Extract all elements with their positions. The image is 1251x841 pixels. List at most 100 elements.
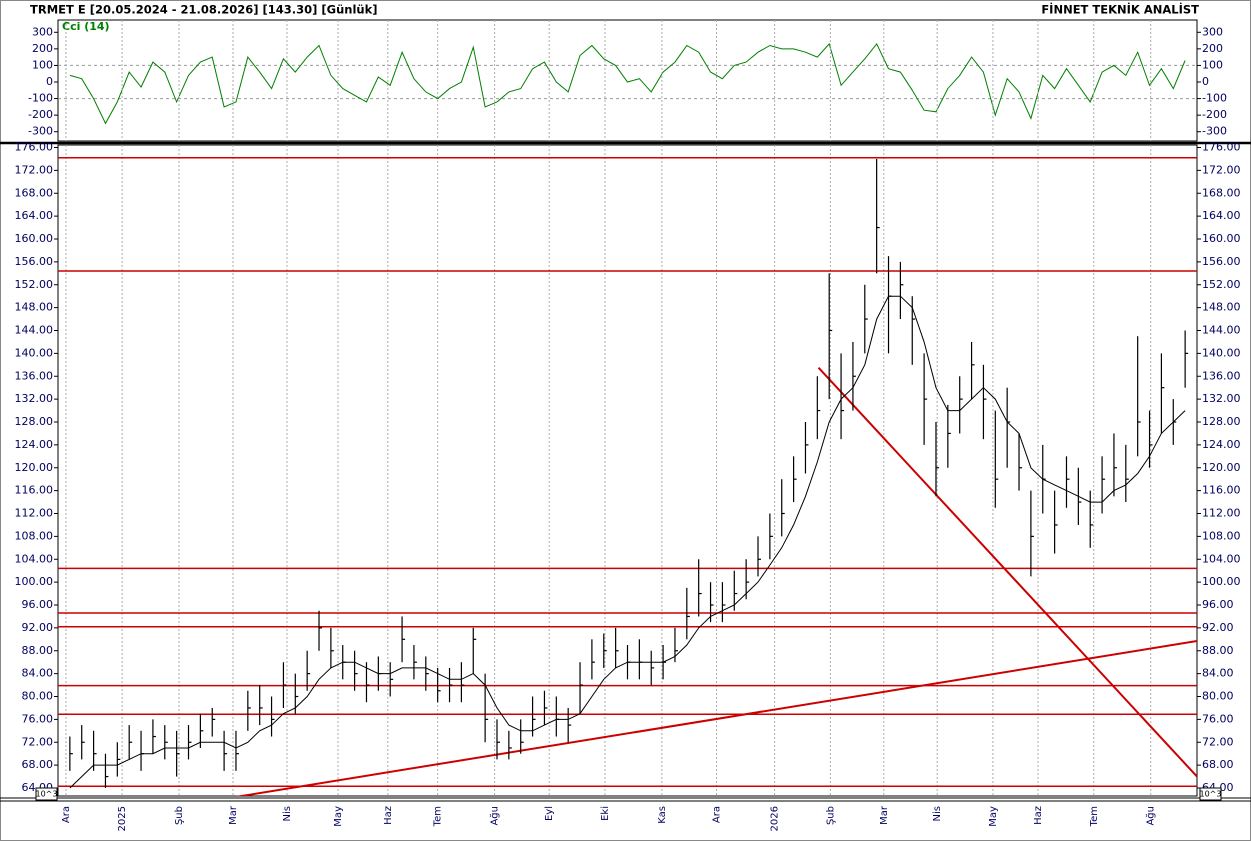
y-tick-label: -100 xyxy=(1202,92,1227,105)
y-tick-label: 92.00 xyxy=(1202,621,1234,634)
y-tick-label: 176.00 xyxy=(15,141,54,154)
y-tick-label: 156.00 xyxy=(1202,255,1241,268)
x-tick-label: Eyl xyxy=(544,806,555,821)
y-tick-label: 200 xyxy=(32,42,53,55)
y-tick-label: 88.00 xyxy=(22,644,54,657)
trend-line xyxy=(817,366,1197,778)
y-tick-label: 140.00 xyxy=(15,346,54,359)
y-tick-label: 104.00 xyxy=(15,552,54,565)
x-tick-label: Ara xyxy=(61,806,72,823)
y-tick-label: 164.00 xyxy=(15,209,54,222)
y-tick-label: 172.00 xyxy=(15,163,54,176)
y-tick-label: 80.00 xyxy=(22,690,54,703)
cci-plot xyxy=(58,20,1197,141)
y-tick-label: 0 xyxy=(46,75,53,88)
x-tick-label: Şub xyxy=(174,806,185,825)
y-tick-label: -300 xyxy=(28,125,53,138)
y-tick-label: 80.00 xyxy=(1202,690,1234,703)
scale-box xyxy=(35,787,58,801)
y-tick-label: 108.00 xyxy=(1202,529,1241,542)
x-tick-label: Ara xyxy=(711,806,722,823)
price-plot xyxy=(58,145,1197,796)
y-tick-label: 152.00 xyxy=(1202,278,1241,291)
x-tick-label: Nis xyxy=(282,806,293,821)
y-tick-label: 72.00 xyxy=(1202,735,1234,748)
y-tick-label: 116.00 xyxy=(15,484,54,497)
x-tick-label: Mar xyxy=(879,805,890,825)
y-tick-label: 88.00 xyxy=(1202,644,1234,657)
x-tick-label: 2026 xyxy=(770,806,781,831)
y-tick-label: 172.00 xyxy=(1202,163,1241,176)
y-tick-label: 168.00 xyxy=(15,186,54,199)
y-tick-label: 100 xyxy=(1202,58,1223,71)
y-tick-label: 132.00 xyxy=(15,392,54,405)
x-tick-label: Kas xyxy=(657,806,668,824)
legend-entry: Cci (14) xyxy=(62,20,110,33)
y-tick-label: 72.00 xyxy=(22,735,54,748)
y-tick-label: 300 xyxy=(1202,25,1223,38)
header-left: TRMET E [20.05.2024 - 21.08.2026] [143.3… xyxy=(30,3,378,17)
y-tick-label: 128.00 xyxy=(1202,415,1241,428)
y-tick-label: 96.00 xyxy=(1202,598,1234,611)
y-tick-label: 100.00 xyxy=(15,575,54,588)
y-tick-label: 128.00 xyxy=(15,415,54,428)
y-tick-label: 136.00 xyxy=(15,369,54,382)
y-tick-label: 104.00 xyxy=(1202,552,1241,565)
x-tick-label: Tem xyxy=(433,806,444,827)
y-tick-label: -300 xyxy=(1202,125,1227,138)
y-tick-label: 116.00 xyxy=(1202,484,1241,497)
y-tick-label: 76.00 xyxy=(22,712,54,725)
y-tick-label: 84.00 xyxy=(1202,667,1234,680)
y-tick-label: 100.00 xyxy=(1202,575,1241,588)
y-tick-label: 76.00 xyxy=(1202,712,1234,725)
y-tick-label: 92.00 xyxy=(22,621,54,634)
y-tick-label: 144.00 xyxy=(1202,324,1241,337)
scale-box xyxy=(1199,787,1222,801)
y-tick-label: 152.00 xyxy=(15,278,54,291)
y-tick-label: 124.00 xyxy=(1202,438,1241,451)
x-tick-label: Tem xyxy=(1089,806,1100,827)
y-tick-label: 68.00 xyxy=(22,758,54,771)
y-tick-label: 136.00 xyxy=(1202,369,1241,382)
y-tick-label: 124.00 xyxy=(15,438,54,451)
header-right: FİNNET TEKNİK ANALİST xyxy=(1041,2,1199,17)
x-tick-label: Haz xyxy=(383,806,394,825)
axes: 300 300 200 200 100 100 0 0 -100 -100 -200 -200 -300… xyxy=(15,25,1241,831)
y-tick-label: 164.00 xyxy=(1202,209,1241,222)
y-tick-label: 120.00 xyxy=(15,461,54,474)
y-tick-label: 144.00 xyxy=(15,324,54,337)
y-tick-label: 132.00 xyxy=(1202,392,1241,405)
y-tick-label: 112.00 xyxy=(1202,507,1241,520)
y-tick-label: -200 xyxy=(1202,108,1227,121)
y-tick-label: 168.00 xyxy=(1202,186,1241,199)
y-tick-label: 0 xyxy=(1202,75,1209,88)
x-tick-label: Eki xyxy=(600,806,611,821)
cci-line xyxy=(69,42,1186,125)
y-tick-label: 148.00 xyxy=(15,301,54,314)
x-tick-label: Ağu xyxy=(489,806,501,826)
y-tick-label: 108.00 xyxy=(15,529,54,542)
x-tick-label: Ağu xyxy=(1145,806,1157,826)
x-tick-label: May xyxy=(333,806,344,827)
y-tick-label: -100 xyxy=(28,92,53,105)
y-tick-label: 112.00 xyxy=(15,507,54,520)
x-tick-label: Nis xyxy=(932,806,943,821)
y-tick-label: -200 xyxy=(28,108,53,121)
y-tick-label: 100 xyxy=(32,58,53,71)
x-tick-label: Mar xyxy=(228,805,239,825)
y-tick-label: 156.00 xyxy=(15,255,54,268)
y-tick-label: 300 xyxy=(32,25,53,38)
y-tick-label: 96.00 xyxy=(22,598,54,611)
y-tick-label: 200 xyxy=(1202,42,1223,55)
scale-label: 10^3 xyxy=(1200,790,1222,799)
y-tick-label: 148.00 xyxy=(1202,301,1241,314)
x-tick-label: Haz xyxy=(1033,806,1044,825)
y-tick-label: 84.00 xyxy=(22,667,54,680)
cci-frame xyxy=(57,19,1198,142)
x-tick-label: Şub xyxy=(825,806,836,825)
y-tick-label: 160.00 xyxy=(1202,232,1241,245)
x-tick-label: May xyxy=(988,806,999,827)
y-tick-label: 176.00 xyxy=(1202,141,1241,154)
trend-line xyxy=(235,640,1197,796)
y-tick-label: 68.00 xyxy=(1202,758,1234,771)
